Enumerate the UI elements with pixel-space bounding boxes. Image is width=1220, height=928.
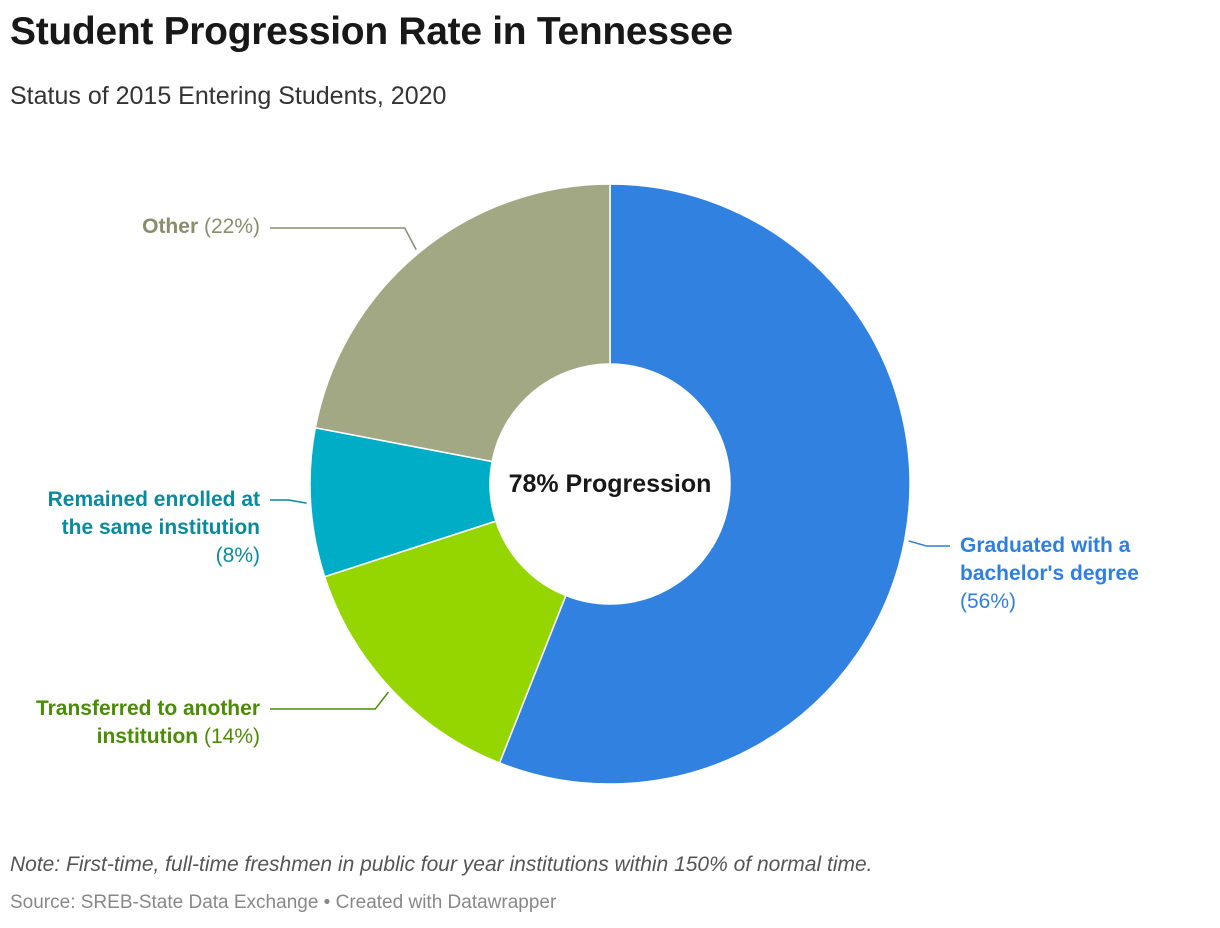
label-graduated-pct: (56%) bbox=[960, 590, 1017, 613]
slice-1 bbox=[323, 520, 567, 764]
label-other-pct: (22%) bbox=[203, 215, 260, 238]
chart-title: Student Progression Rate in Tennessee bbox=[10, 10, 733, 53]
label-graduated-line1: Graduated with a bbox=[960, 534, 1131, 557]
label-graduated-line2: bachelor's degree bbox=[960, 562, 1139, 585]
leader-lines bbox=[270, 227, 950, 710]
center-label: 78% Progression bbox=[509, 470, 712, 498]
label-other: Other (22%) bbox=[142, 213, 260, 241]
leader-line-1 bbox=[270, 691, 389, 710]
label-transferred-line2: institution bbox=[96, 725, 199, 748]
label-remained: Remained enrolled at the same institutio… bbox=[48, 486, 260, 570]
label-remained-line2: the same institution bbox=[61, 516, 260, 539]
label-other-name: Other bbox=[142, 215, 199, 238]
chart-note: Note: First-time, full-time freshmen in … bbox=[10, 853, 873, 876]
slice-0 bbox=[498, 183, 911, 785]
chart-source: Source: SREB-State Data Exchange • Creat… bbox=[10, 892, 557, 913]
chart-subtitle: Status of 2015 Entering Students, 2020 bbox=[10, 82, 447, 110]
label-remained-pct: (8%) bbox=[215, 544, 260, 567]
label-transferred: Transferred to another institution (14%) bbox=[36, 695, 260, 751]
donut-slices bbox=[309, 183, 911, 785]
label-graduated: Graduated with a bachelor's degree (56%) bbox=[960, 532, 1139, 616]
leader-line-0 bbox=[908, 540, 950, 547]
leader-line-3 bbox=[270, 227, 417, 251]
label-transferred-pct: (14%) bbox=[203, 725, 260, 748]
leader-line-2 bbox=[270, 499, 307, 504]
label-transferred-line1: Transferred to another bbox=[35, 697, 260, 720]
slice-3 bbox=[314, 183, 611, 463]
label-remained-line1: Remained enrolled at bbox=[47, 488, 260, 511]
